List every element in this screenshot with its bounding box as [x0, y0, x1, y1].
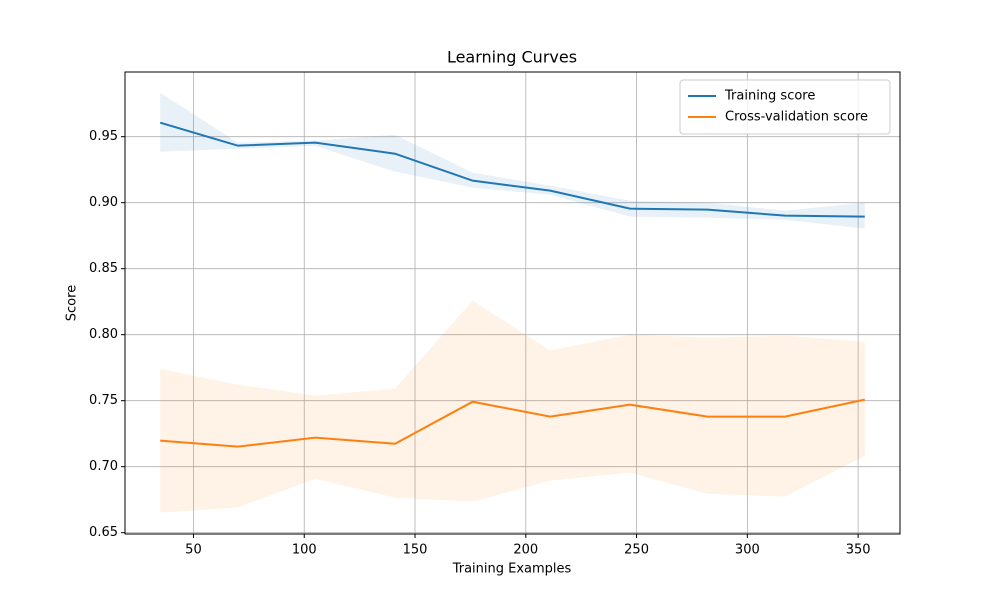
y-tick-label: 0.65: [89, 525, 118, 540]
y-tick-label: 0.75: [89, 393, 118, 408]
x-tick-label: 50: [185, 543, 202, 558]
chart-title: Learning Curves: [447, 48, 577, 67]
line: [159, 121, 865, 218]
x-tick-label: 200: [513, 543, 538, 558]
x-tick-label: 150: [403, 543, 428, 558]
legend-box: [679, 79, 891, 135]
x-tick-label: 350: [846, 543, 871, 558]
x-axis-label: Training Examples: [452, 562, 572, 577]
y-tick-label: 0.80: [89, 327, 118, 342]
line: [160, 398, 865, 448]
legend: Training score Cross-validation score: [679, 79, 891, 135]
y-axis-label: Score: [65, 285, 80, 321]
x-tick-label: 100: [292, 543, 317, 558]
y-tick-label: 0.70: [89, 459, 118, 474]
y-tick-label: 0.95: [89, 129, 118, 144]
legend-label: Training score: [724, 89, 815, 104]
y-tick-label: 0.90: [89, 195, 118, 210]
legend-label: Cross-validation score: [725, 110, 868, 125]
x-tick-label: 250: [624, 543, 649, 558]
confidence-band: [160, 300, 865, 513]
x-tick-label: 300: [735, 543, 760, 558]
y-tick-label: 0.85: [89, 261, 118, 276]
plot-frame: [124, 71, 901, 535]
